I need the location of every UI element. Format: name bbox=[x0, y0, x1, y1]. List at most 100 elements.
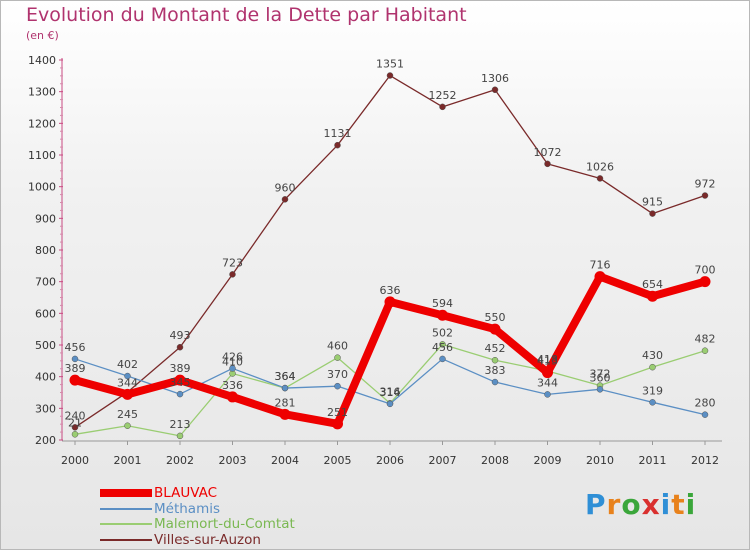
data-label-villes-sur-auzon: 723 bbox=[222, 256, 243, 269]
data-label-blauvac: 344 bbox=[117, 376, 138, 389]
data-point-blauvac bbox=[594, 271, 606, 283]
data-label-villes-sur-auzon: 1252 bbox=[429, 89, 457, 102]
legend-label: Méthamis bbox=[154, 500, 221, 517]
data-label-blauvac: 251 bbox=[327, 406, 348, 419]
data-label-blauvac: 594 bbox=[432, 297, 453, 310]
data-label-malemort-du-comtat: 460 bbox=[327, 340, 348, 353]
chart-subtitle: (en €) bbox=[26, 29, 59, 42]
data-label-m-thamis: 402 bbox=[117, 358, 138, 371]
series-layer bbox=[69, 72, 711, 440]
data-label-m-thamis: 383 bbox=[485, 364, 506, 377]
data-label-malemort-du-comtat: 410 bbox=[222, 356, 243, 369]
data-point-m-thamis bbox=[544, 391, 551, 398]
data-label-villes-sur-auzon: 1306 bbox=[481, 72, 509, 85]
data-label-blauvac: 716 bbox=[590, 259, 611, 272]
data-label-malemort-du-comtat: 364 bbox=[275, 370, 296, 383]
data-point-villes-sur-auzon bbox=[281, 196, 289, 203]
x-tick-label: 2012 bbox=[691, 454, 719, 467]
legend-swatch bbox=[100, 489, 152, 497]
x-tick-label: 2004 bbox=[271, 454, 299, 467]
data-label-m-thamis: 456 bbox=[432, 341, 453, 354]
data-label-villes-sur-auzon: 972 bbox=[695, 178, 716, 191]
data-point-blauvac bbox=[384, 296, 396, 308]
proxiti-logo: Proxiti bbox=[585, 488, 696, 521]
data-point-villes-sur-auzon bbox=[544, 160, 551, 168]
y-tick-label: 500 bbox=[35, 339, 56, 352]
data-point-m-thamis bbox=[596, 386, 604, 393]
legend-label: Malemort-du-Comtat bbox=[154, 516, 295, 532]
y-tick-label: 1100 bbox=[28, 149, 56, 162]
data-point-blauvac bbox=[542, 367, 553, 379]
data-label-malemort-du-comtat: 430 bbox=[642, 349, 663, 362]
data-point-villes-sur-auzon bbox=[701, 192, 709, 199]
legend-label: Villes-sur-Auzon bbox=[154, 531, 261, 548]
legend-swatch bbox=[100, 538, 152, 541]
y-tick-label: 200 bbox=[35, 434, 56, 447]
data-label-malemort-du-comtat: 372 bbox=[590, 368, 611, 381]
data-point-malemort-du-comtat bbox=[124, 422, 131, 429]
legend-swatch bbox=[100, 507, 152, 510]
data-label-villes-sur-auzon: 1072 bbox=[534, 146, 562, 159]
data-point-malemort-du-comtat bbox=[701, 347, 709, 354]
data-point-blauvac bbox=[69, 374, 81, 386]
x-tick-label: 2005 bbox=[324, 454, 352, 467]
x-tick-label: 2003 bbox=[219, 454, 247, 467]
data-point-m-thamis bbox=[334, 382, 341, 390]
data-point-villes-sur-auzon bbox=[386, 72, 394, 79]
data-point-malemort-du-comtat bbox=[71, 431, 79, 438]
x-tick-label: 2002 bbox=[166, 454, 194, 467]
data-point-villes-sur-auzon bbox=[229, 271, 236, 278]
data-point-blauvac bbox=[279, 408, 291, 420]
y-tick-label: 700 bbox=[35, 276, 56, 289]
data-point-m-thamis bbox=[176, 390, 184, 398]
data-point-m-thamis bbox=[701, 411, 709, 418]
data-label-m-thamis: 370 bbox=[327, 368, 348, 381]
x-tick-label: 2006 bbox=[376, 454, 404, 467]
y-tick-label: 600 bbox=[35, 307, 56, 320]
data-point-m-thamis bbox=[386, 400, 394, 408]
data-label-blauvac: 281 bbox=[275, 396, 296, 409]
data-label-blauvac: 389 bbox=[65, 362, 86, 375]
data-point-malemort-du-comtat bbox=[334, 354, 341, 361]
data-point-blauvac bbox=[437, 309, 448, 321]
data-label-villes-sur-auzon: 1351 bbox=[376, 58, 404, 71]
data-point-villes-sur-auzon bbox=[334, 141, 341, 149]
data-label-m-thamis: 360 bbox=[590, 371, 611, 384]
line-chart: 200 300 400 500 600 700 800 900 1000 1100 1200 1300… bbox=[28, 54, 722, 467]
y-tick-label: 1400 bbox=[28, 54, 56, 67]
data-label-malemort-du-comtat: 245 bbox=[117, 408, 138, 421]
data-point-villes-sur-auzon bbox=[596, 175, 604, 182]
data-label-villes-sur-auzon: 240 bbox=[65, 409, 86, 422]
data-label-villes-sur-auzon: 1131 bbox=[324, 127, 352, 140]
x-tick-label: 2011 bbox=[639, 454, 667, 467]
data-label-villes-sur-auzon: 1026 bbox=[586, 160, 614, 173]
data-label-villes-sur-auzon: 493 bbox=[170, 329, 191, 342]
data-label-m-thamis: 426 bbox=[222, 350, 243, 363]
data-label-villes-sur-auzon: 915 bbox=[642, 196, 663, 209]
data-label-malemort-du-comtat: 213 bbox=[170, 418, 191, 431]
data-label-blauvac: 550 bbox=[485, 311, 506, 324]
y-tick-label: 900 bbox=[35, 212, 56, 225]
data-point-blauvac bbox=[174, 374, 186, 386]
data-label-m-thamis: 344 bbox=[537, 376, 558, 389]
data-label-m-thamis: 280 bbox=[695, 397, 716, 410]
logo-letter: i bbox=[685, 488, 697, 521]
y-tick-label: 300 bbox=[35, 402, 56, 415]
logo-letter: P bbox=[585, 488, 607, 521]
data-label-blauvac: 413 bbox=[537, 355, 558, 368]
data-label-m-thamis: 345 bbox=[170, 376, 191, 389]
data-point-m-thamis bbox=[491, 378, 499, 386]
y-tick-label: 400 bbox=[35, 371, 56, 384]
data-label-malemort-du-comtat: 502 bbox=[432, 326, 453, 339]
chart-title: Evolution du Montant de la Dette par Hab… bbox=[26, 4, 467, 26]
data-label-blauvac: 336 bbox=[222, 379, 243, 392]
data-point-m-thamis bbox=[124, 372, 131, 380]
y-tick-label: 1300 bbox=[28, 86, 56, 99]
y-tick-label: 1200 bbox=[28, 117, 56, 130]
data-point-blauvac bbox=[122, 388, 133, 400]
data-label-blauvac: 389 bbox=[170, 362, 191, 375]
data-point-malemort-du-comtat bbox=[176, 432, 184, 440]
legend-swatch bbox=[100, 523, 152, 525]
data-point-blauvac bbox=[647, 290, 658, 302]
data-label-blauvac: 654 bbox=[642, 278, 663, 291]
